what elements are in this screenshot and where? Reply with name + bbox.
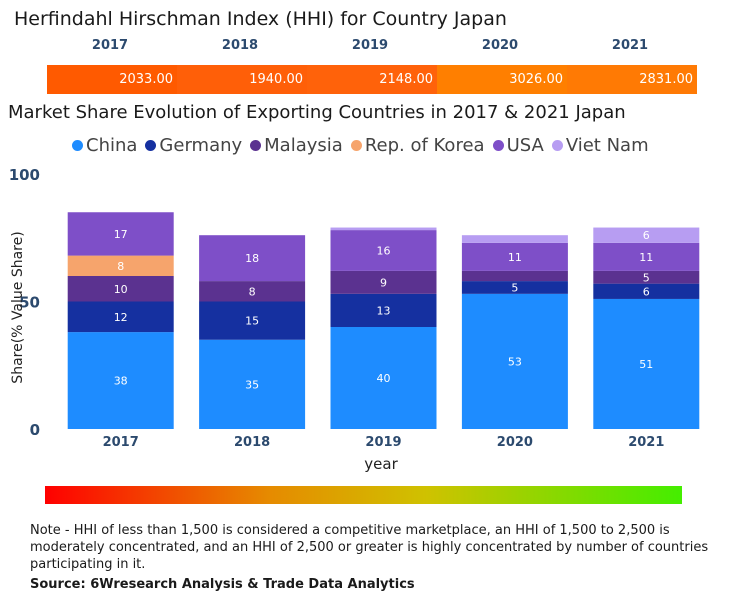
x-axis-label: year [364,455,398,473]
legend-item: USA [492,135,544,156]
bar-segment [67,301,174,333]
data-label: 8 [249,285,256,298]
data-label: 11 [508,251,522,264]
bar-segment [461,281,568,294]
data-label: 5 [643,271,650,284]
data-label: 51 [639,358,653,371]
legend-item: Rep. of Korea [350,135,485,156]
data-label: 17 [114,228,128,241]
hhi-year-label: 2018 [221,38,259,53]
hhi-value-cell: 1940.00 [177,65,307,94]
legend-item: Germany [145,135,242,156]
data-label: 6 [643,229,650,242]
stacked-bar-chart: 0 50 100 Share(% Value Share) 38 12 10 8 17 2017 3… [9,166,700,473]
legend-label: Germany [159,135,243,156]
bar-segment [593,227,700,243]
bar-segment [67,276,174,302]
chart-title: Market Share Evolution of Exporting Coun… [8,102,626,123]
hhi-title: Herfindahl Hirschman Index (HHI) for Cou… [14,8,507,30]
data-label: 11 [639,251,653,264]
data-label: 6 [643,285,650,298]
hhi-year-label: 2021 [611,38,649,53]
legend-label: Viet Nam [565,135,649,156]
bar-segment [199,339,306,429]
y-tick-label: 0 [30,421,40,439]
bar-segment [461,242,568,271]
x-tick-label: 2017 [103,435,139,450]
data-label: 35 [245,378,259,391]
data-label: 13 [377,304,391,317]
bar-segment [330,327,437,429]
bar-segment [330,230,437,271]
bar-segment [199,301,306,340]
legend-label: Rep. of Korea [364,135,485,156]
legend-swatch [72,140,83,151]
x-tick-label: 2019 [365,435,401,450]
x-tick-label: 2020 [497,435,533,450]
bar-segment [593,242,700,271]
bar-segment [593,298,700,429]
legend-label: China [86,135,138,156]
hhi-value-bar: 2033.00 1940.00 2148.00 3026.00 2831.00 [47,65,697,94]
hhi-value-cell: 2148.00 [307,65,437,94]
bar-segment [461,235,568,243]
bar-segment [330,227,437,231]
bar-segment [593,270,700,284]
source-text: Source: 6Wresearch Analysis & Trade Data… [30,577,415,592]
legend-item: Viet Nam [551,135,649,156]
legend-swatch [145,140,157,151]
bar-segment [461,270,568,282]
y-tick-label: 100 [9,166,40,184]
hhi-year-header: 2017 2018 2019 2020 2021 [45,38,697,58]
bar-segment [593,283,700,299]
hhi-value-cell: 2831.00 [567,65,697,94]
bar-segment [330,270,437,294]
data-label: 8 [117,260,124,273]
bar-segment [67,212,174,256]
legend-item: China [72,135,137,156]
bar-segment [461,293,568,429]
y-axis-label: Share(% Value Share) [10,231,26,383]
data-label: 53 [508,355,522,368]
chart-legend: China Germany Malaysia Rep. of Korea USA Viet… [72,135,649,156]
hhi-value-cell: 3026.00 [437,65,567,94]
data-label: 12 [114,311,128,324]
data-label: 18 [245,252,259,265]
data-label: 38 [114,375,128,388]
x-tick-label: 2018 [234,435,270,450]
x-tick-label: 2021 [628,435,664,450]
bar-segment [199,235,306,282]
hhi-year-label: 2019 [351,38,389,53]
hhi-note: Note - HHI of less than 1,500 is conside… [30,523,709,572]
data-label: 15 [245,315,259,328]
legend-swatch [350,140,362,151]
bar-segment [67,255,174,276]
bar-segment [199,281,306,302]
hhi-year-label: 2017 [91,38,129,53]
legend-label: Malaysia [264,135,343,156]
y-tick-label: 50 [19,294,40,312]
hhi-color-scale [45,486,682,504]
bar-segment [330,293,437,327]
bar-segment [67,332,174,429]
legend-swatch [551,140,563,151]
data-label: 5 [511,281,518,294]
data-label: 40 [377,372,391,385]
hhi-year-label: 2020 [481,38,519,53]
legend-swatch [492,140,504,151]
legend-label: USA [506,135,544,156]
hhi-value-cell: 2033.00 [47,65,177,94]
data-label: 10 [114,283,128,296]
data-label: 9 [380,276,387,289]
legend-swatch [250,140,262,151]
legend-item: Malaysia [250,135,343,156]
data-label: 16 [377,245,391,258]
